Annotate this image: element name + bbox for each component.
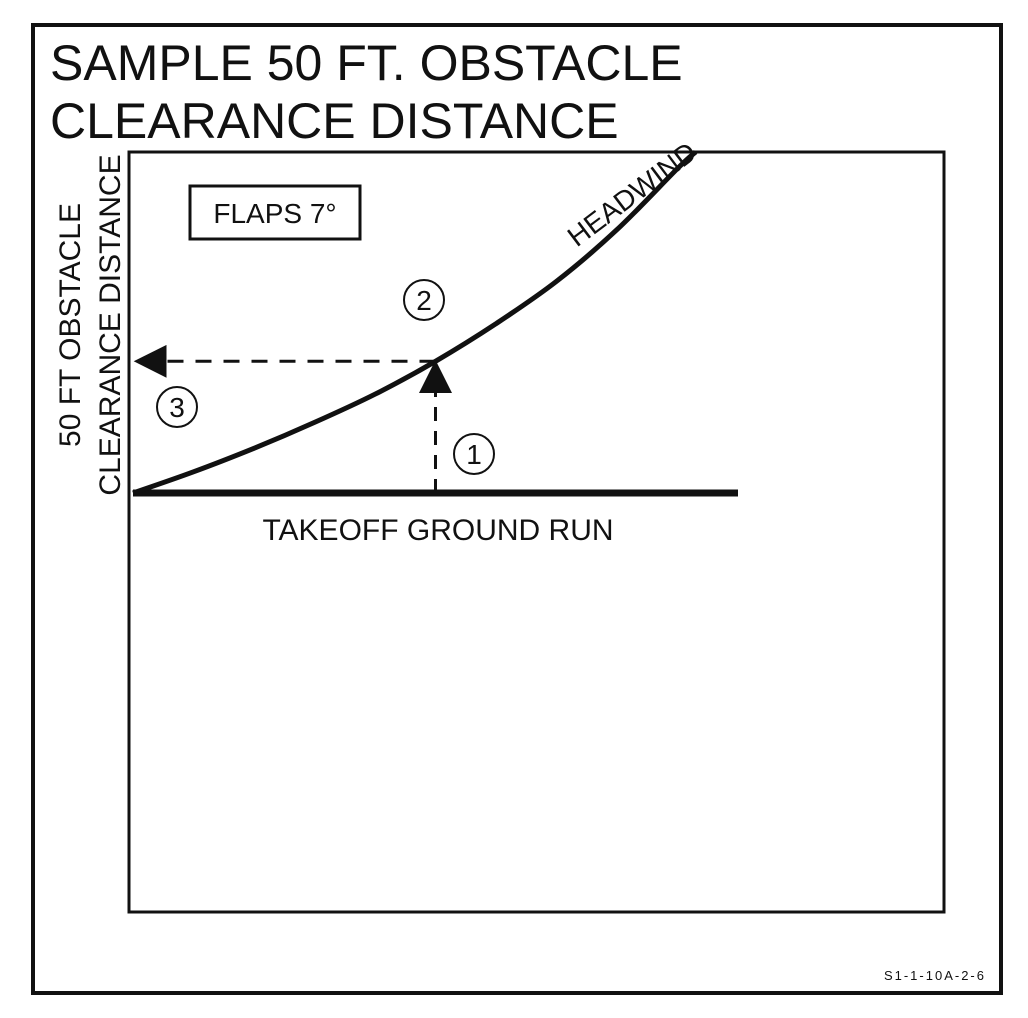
- y-axis-label-line-1: 50 FT OBSTACLE: [54, 203, 87, 447]
- plot-frame: [127, 150, 946, 914]
- flaps-box: [188, 184, 362, 241]
- step-marker-1: 1: [453, 433, 495, 475]
- chart-title-line-1: SAMPLE 50 FT. OBSTACLE: [50, 35, 683, 91]
- outer-frame: [31, 23, 1003, 995]
- y-axis-label-line-2: CLEARANCE DISTANCE: [94, 154, 127, 495]
- step-marker-2: 2: [403, 279, 445, 321]
- step-number-1: 1: [466, 439, 482, 470]
- y-axis-label: 50 FT OBSTACLE CLEARANCE DISTANCE: [54, 154, 127, 495]
- step-marker-3: 3: [156, 386, 198, 428]
- flaps-label: FLAPS 7°: [213, 198, 336, 229]
- step-number-2: 2: [416, 285, 432, 316]
- x-axis-label: TAKEOFF GROUND RUN: [262, 514, 613, 547]
- figure-id: S1-1-10A-2-6: [884, 968, 986, 983]
- chart-title-line-2: CLEARANCE DISTANCE: [50, 93, 619, 149]
- series-label-headwind: HEADWIND: [562, 136, 702, 253]
- step-number-3: 3: [169, 392, 185, 423]
